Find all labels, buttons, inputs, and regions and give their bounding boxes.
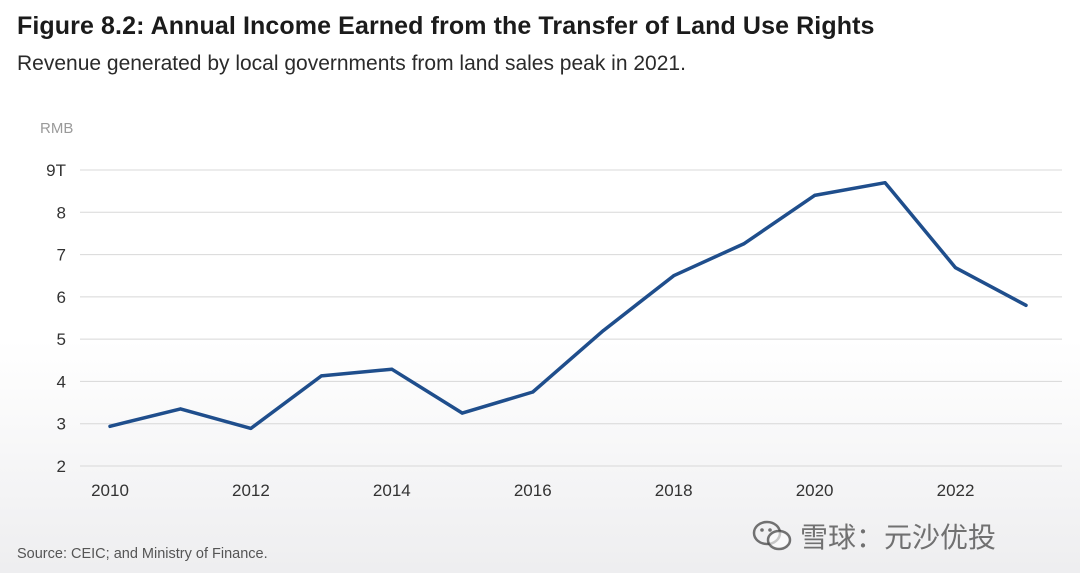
data-point: [672, 274, 676, 278]
x-tick-label: 2012: [232, 481, 270, 500]
chat-bubbles-icon: [752, 520, 792, 551]
x-tick-label: 2014: [373, 481, 411, 500]
watermark: 雪球：元沙优投: [752, 516, 996, 556]
data-point: [1024, 303, 1028, 307]
data-point: [460, 411, 464, 415]
y-tick-label: 2: [57, 457, 66, 476]
y-tick-label: 9T: [46, 161, 66, 180]
data-point: [601, 329, 605, 333]
data-point: [531, 390, 535, 394]
data-point: [249, 426, 253, 430]
y-tick-label: 7: [57, 246, 66, 265]
source-note: Source: CEIC; and Ministry of Finance.: [17, 546, 268, 562]
data-point: [390, 367, 394, 371]
data-point: [954, 266, 958, 270]
data-point: [883, 181, 887, 185]
x-tick-label: 2018: [655, 481, 693, 500]
x-tick-label: 2020: [796, 481, 834, 500]
chart-subtitle: Revenue generated by local governments f…: [17, 52, 686, 75]
y-tick-label: 5: [57, 330, 66, 349]
data-point: [108, 424, 112, 428]
y-tick-label: 6: [57, 288, 66, 307]
background-fade: [0, 340, 1080, 573]
data-point: [319, 374, 323, 378]
y-tick-label: 4: [57, 372, 66, 391]
y-tick-label: 3: [57, 415, 66, 434]
series-line: [108, 180, 1028, 431]
x-tick-label: 2022: [937, 481, 975, 500]
y-tick-label: 8: [57, 203, 66, 222]
y-axis-unit-label: RMB: [40, 120, 73, 137]
data-point: [178, 407, 182, 411]
x-tick-label: 2016: [514, 481, 552, 500]
chart-title: Figure 8.2: Annual Income Earned from th…: [17, 12, 875, 40]
x-tick-label: 2010: [91, 481, 129, 500]
data-point: [813, 193, 817, 197]
watermark-text: 雪球：元沙优投: [800, 522, 997, 553]
data-point: [742, 242, 746, 246]
